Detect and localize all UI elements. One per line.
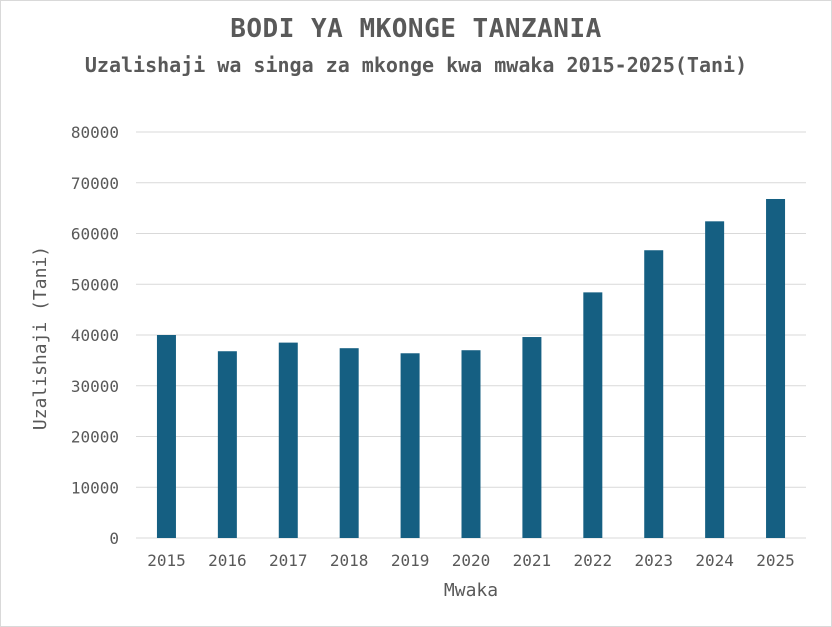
bar-2019 — [400, 353, 420, 538]
bar-2025 — [766, 198, 786, 539]
y-tick-label: 20000 — [71, 428, 119, 447]
bar-2018 — [339, 348, 359, 538]
x-axis-ticks: 2015 2016 2017 2018 2019 2020 2021 2022 2023 2024… — [147, 551, 795, 570]
bar-2021 — [522, 337, 542, 538]
y-tick-label: 40000 — [71, 326, 119, 345]
bar-2023 — [644, 250, 664, 538]
x-tick-label: 2025 — [756, 551, 795, 570]
y-axis-label: Uzalishaji (Tani) — [30, 246, 51, 430]
y-tick-label: 70000 — [71, 174, 119, 193]
chart-title: BODI YA MKONGE TANZANIA — [230, 14, 602, 44]
y-tick-label: 10000 — [71, 478, 119, 497]
x-tick-label: 2018 — [330, 551, 369, 570]
y-tick-label: 60000 — [71, 225, 119, 244]
x-axis-label: Mwaka — [444, 580, 498, 601]
y-tick-label: 30000 — [71, 377, 119, 396]
bar-2017 — [278, 342, 298, 538]
y-axis-ticks: 0 10000 20000 30000 40000 50000 60000 70000 8000… — [71, 123, 119, 548]
bars — [156, 198, 786, 539]
chart-subtitle: Uzalishaji wa singa za mkonge kwa mwaka … — [84, 53, 748, 77]
x-tick-label: 2022 — [574, 551, 613, 570]
y-tick-label: 50000 — [71, 275, 119, 294]
y-tick-label: 0 — [109, 529, 119, 548]
bar-2024 — [705, 221, 725, 538]
x-tick-label: 2019 — [391, 551, 430, 570]
x-tick-label: 2017 — [269, 551, 308, 570]
x-tick-label: 2021 — [513, 551, 552, 570]
bar-2020 — [461, 350, 481, 538]
x-tick-label: 2023 — [634, 551, 673, 570]
bar-2022 — [583, 292, 603, 538]
x-tick-label: 2016 — [208, 551, 247, 570]
bar-2016 — [217, 351, 237, 538]
x-tick-label: 2015 — [147, 551, 186, 570]
y-tick-label: 80000 — [71, 123, 119, 142]
x-tick-label: 2024 — [695, 551, 734, 570]
bar-2015 — [156, 335, 176, 538]
x-tick-label: 2020 — [452, 551, 491, 570]
